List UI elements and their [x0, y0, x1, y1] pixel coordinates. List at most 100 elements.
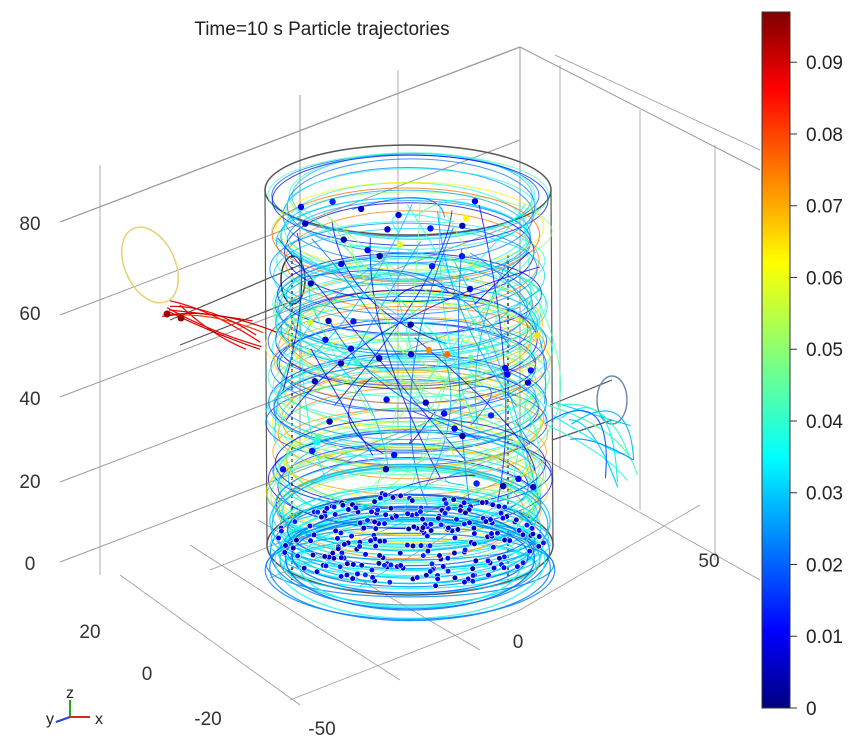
particle — [440, 410, 448, 417]
particle — [407, 321, 414, 328]
outlet-trajectory — [556, 403, 631, 459]
x-tick-label: 50 — [698, 551, 719, 572]
particle — [462, 509, 469, 517]
trajectory-path — [438, 201, 478, 429]
particle — [313, 439, 321, 446]
particle — [407, 351, 415, 358]
particle — [395, 211, 402, 219]
vessel-right-wall — [550, 189, 554, 546]
particle — [451, 425, 458, 432]
particle — [337, 529, 344, 537]
particle — [345, 506, 352, 513]
particle — [420, 552, 427, 559]
colorbar-tick-label: 0.08 — [806, 125, 843, 146]
particle — [291, 518, 298, 525]
particle — [350, 318, 357, 325]
trajectory-path — [309, 204, 413, 359]
particle — [376, 354, 383, 362]
particle — [471, 530, 478, 537]
particle — [294, 552, 301, 560]
particle — [405, 525, 412, 533]
trajectory-path — [278, 330, 389, 465]
particle — [362, 571, 369, 578]
particle — [472, 557, 479, 564]
trajectory-path — [444, 211, 542, 397]
particle — [501, 536, 508, 544]
particle — [435, 515, 442, 522]
trajectory-path — [449, 441, 523, 476]
triad-label: z — [66, 685, 74, 702]
colorbar-gradient — [761, 11, 791, 709]
particle — [417, 542, 425, 549]
particle — [297, 203, 305, 211]
particle — [396, 241, 403, 248]
particle — [519, 531, 527, 538]
particle — [381, 520, 388, 527]
particle — [488, 530, 495, 537]
triad-label: y — [46, 711, 54, 728]
particle — [516, 527, 523, 534]
triad-y-axis — [55, 716, 71, 723]
particle — [397, 549, 404, 557]
trajectory-path — [352, 197, 446, 218]
particle — [383, 396, 390, 403]
inlet-trajectory — [164, 314, 264, 334]
grid-line — [189, 544, 401, 681]
particle — [529, 530, 537, 538]
trajectory-path — [331, 221, 447, 345]
particle — [479, 499, 486, 506]
trajectory-path — [274, 259, 384, 442]
particle — [177, 314, 185, 322]
trajectory-path — [330, 322, 514, 441]
particle — [340, 236, 347, 243]
particle — [372, 543, 379, 550]
particle — [487, 412, 495, 419]
outlet-pipe-edge — [549, 379, 613, 406]
trajectory-path — [282, 232, 303, 391]
particle — [417, 508, 424, 515]
colorbar-tick-label: 0.05 — [806, 340, 843, 361]
particle — [426, 542, 434, 549]
trajectory-loop — [281, 257, 543, 343]
particle — [490, 544, 497, 551]
particle — [457, 507, 464, 514]
particle — [374, 506, 381, 513]
particle — [451, 549, 458, 557]
trajectory-loop — [277, 376, 532, 471]
trajectory-path — [372, 444, 465, 488]
trajectory-path — [458, 385, 492, 426]
trajectory-path — [311, 238, 430, 410]
particle — [527, 367, 535, 374]
colorbar-tick-label: 0.07 — [806, 197, 843, 218]
particle — [497, 510, 505, 517]
trajectory-path — [301, 207, 484, 386]
outlet-trajectory — [547, 405, 638, 476]
y-tick-label: 20 — [79, 622, 100, 643]
particle — [350, 561, 357, 568]
particle — [387, 561, 394, 569]
particle — [334, 535, 341, 542]
particle — [330, 503, 338, 510]
particle — [337, 573, 345, 580]
particle — [369, 574, 376, 581]
trajectory-path — [310, 403, 503, 485]
particle — [419, 524, 427, 531]
particle — [278, 528, 285, 535]
trajectory-path — [314, 333, 489, 413]
trajectory-loop — [274, 293, 544, 383]
particle — [322, 336, 329, 343]
particle — [307, 280, 314, 287]
particle — [459, 432, 466, 440]
particle — [352, 504, 359, 511]
particle — [514, 563, 521, 570]
particle-points — [163, 198, 547, 589]
grid-line — [554, 54, 761, 151]
triad-label: x — [95, 711, 103, 728]
particle — [357, 205, 365, 213]
particle — [440, 563, 447, 570]
particle — [482, 518, 489, 525]
grid-line — [289, 609, 521, 701]
trajectory-path — [506, 218, 532, 503]
particle — [461, 578, 468, 586]
